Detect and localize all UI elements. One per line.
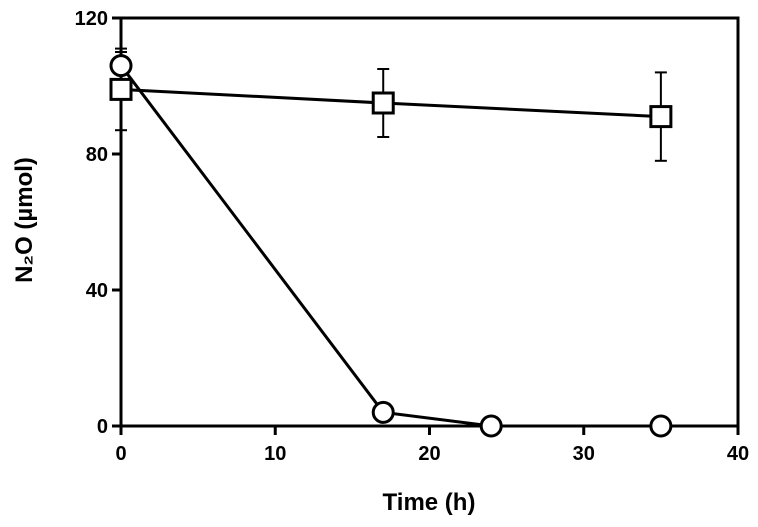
plot-area: 0 10 20 30 40 0 40 80 120 (75, 8, 750, 465)
series-line (119, 64, 661, 428)
data-point-square (649, 105, 673, 129)
y-tick-label: 40 (86, 280, 108, 302)
data-point-circle (649, 414, 673, 438)
data-point-square (109, 77, 133, 101)
data-point-square (371, 91, 395, 115)
x-tick-label: 0 (115, 443, 126, 465)
plot-frame (119, 16, 740, 428)
x-axis-title: Time (h) (383, 489, 476, 516)
x-tick-label: 30 (573, 443, 595, 465)
series-circle (109, 51, 673, 438)
y-axis-title: N₂O (µmol) (11, 157, 38, 283)
y-tick-label: 0 (97, 416, 108, 438)
data-point-circle (479, 414, 503, 438)
data-point-circle (109, 54, 133, 78)
x-tick-label: 10 (264, 443, 286, 465)
y-tick-label: 120 (75, 8, 108, 30)
y-tick-label: 80 (86, 144, 108, 166)
data-point-circle (371, 400, 395, 424)
x-tick-label: 40 (727, 443, 749, 465)
x-tick-label: 20 (418, 443, 440, 465)
series-square (109, 47, 673, 162)
